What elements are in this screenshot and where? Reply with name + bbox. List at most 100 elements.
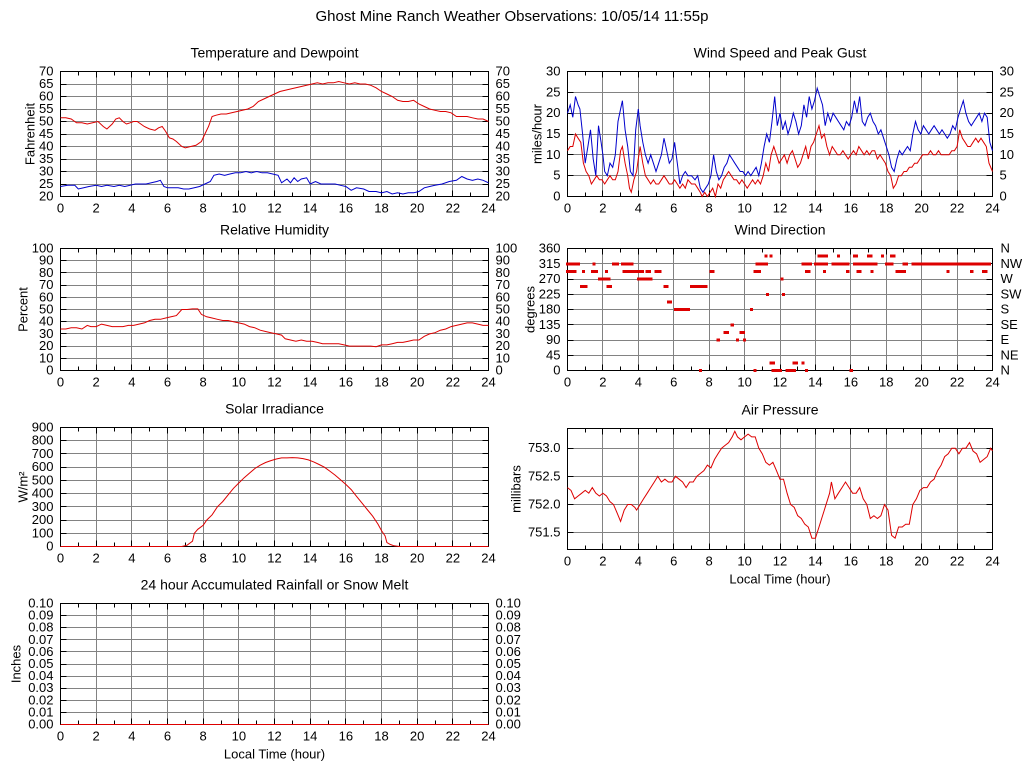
y-tick-label: 30: [39, 326, 53, 341]
x-tick-label: 2: [93, 201, 100, 216]
x-tick-label: 18: [374, 729, 388, 744]
tick-marks: [60, 248, 489, 371]
x-tick-label: 20: [410, 551, 424, 566]
x-tick-label: 14: [808, 375, 822, 390]
y-tick-label-right: 0.09: [496, 608, 521, 623]
grid: [567, 428, 993, 550]
y-tick-label-right: 40: [496, 139, 510, 154]
x-tick-label: 12: [267, 201, 281, 216]
x-tick-label: 8: [706, 375, 713, 390]
y-tick-label: 10: [39, 350, 53, 365]
x-tick-label: 8: [200, 729, 207, 744]
x-tick-label: 10: [737, 375, 751, 390]
y-tick-label: 40: [39, 314, 53, 329]
compass-label: NE: [1001, 347, 1019, 362]
x-axis: 0 2 4 6 8 10 12 14 16 18 20 22 24: [564, 201, 1000, 216]
y-tick-label: 30: [546, 64, 560, 79]
y-tick-label: 753.0: [528, 440, 561, 455]
x-tick-label: 8: [200, 201, 207, 216]
x-tick-label: 24: [985, 554, 999, 569]
y-tick-label: 60: [39, 289, 53, 304]
y-tick-label-right: 70: [496, 277, 510, 292]
y-tick-label: 0: [46, 539, 53, 554]
y-tick-label-right: 0.01: [496, 704, 521, 719]
y-tick-label: 700: [32, 446, 54, 461]
x-tick-label: 8: [706, 554, 713, 569]
y-tick-label: 35: [39, 151, 53, 166]
y-tick-label: 100: [32, 241, 54, 256]
x-tick-label: 2: [93, 551, 100, 566]
y-tick-label: 25: [546, 84, 560, 99]
x-tick-label: 4: [635, 554, 642, 569]
compass-label: N: [1001, 363, 1010, 378]
y-tick-label-right: 0.06: [496, 644, 521, 659]
x-tick-label: 10: [232, 375, 246, 390]
y-tick-label-right: 50: [496, 302, 510, 317]
chart-title: Relative Humidity: [220, 222, 329, 238]
x-tick-label: 20: [914, 201, 928, 216]
x-axis-title: Local Time (hour): [729, 572, 830, 587]
x-tick-label: 16: [339, 375, 353, 390]
x-tick-label: 22: [446, 729, 460, 744]
y-tick-label-right: 0: [496, 363, 503, 378]
y-tick-label: 752.5: [528, 468, 561, 483]
x-tick-label: 0: [57, 551, 64, 566]
x-tick-label: 12: [267, 729, 281, 744]
y-axis-title: degrees: [523, 286, 538, 333]
y-axis-title: W/m²: [16, 471, 31, 503]
x-tick-label: 16: [844, 201, 858, 216]
x-tick-label: 14: [303, 551, 317, 566]
tick-marks: [567, 428, 993, 550]
y-tick-label: 0.01: [28, 704, 53, 719]
y-tick-label: 0.00: [28, 717, 53, 732]
y-axis: 2025303540455055606570202530354045505560…: [23, 64, 510, 204]
x-tick-label: 6: [670, 201, 677, 216]
y-tick-label: 315: [539, 256, 561, 271]
x-tick-label: 16: [339, 551, 353, 566]
y-tick-label-right: 0: [1000, 189, 1007, 204]
x-tick-label: 10: [232, 729, 246, 744]
y-tick-label: 0.07: [28, 632, 53, 647]
y-tick-label-right: 10: [496, 350, 510, 365]
y-tick-label: 45: [39, 126, 53, 141]
y-tick-label: 50: [39, 114, 53, 129]
x-tick-label: 16: [339, 201, 353, 216]
x-tick-label: 22: [950, 201, 964, 216]
series-wind-direction: [566, 254, 991, 372]
grid: [60, 248, 489, 371]
grid: [60, 71, 489, 197]
x-tick-label: 16: [339, 729, 353, 744]
x-tick-label: 2: [599, 201, 606, 216]
y-axis-title: millibars: [509, 465, 524, 513]
y-tick-label: 600: [32, 459, 54, 474]
y-tick-label: 20: [546, 105, 560, 120]
y-tick-label-right: 0.10: [496, 596, 521, 611]
y-tick-label: 0: [553, 363, 560, 378]
y-axis: 0.000.010.020.030.040.050.060.070.080.09…: [9, 596, 521, 732]
series-dewpoint: [60, 170, 489, 195]
y-tick-label: 60: [39, 89, 53, 104]
y-tick-label: 5: [553, 168, 560, 183]
y-axis: 751.5 752.0 752.5 753.0 millibars: [509, 440, 561, 539]
x-tick-label: 14: [808, 554, 822, 569]
y-tick-label-right: 60: [496, 89, 510, 104]
grid: [567, 248, 993, 371]
y-tick-label-right: 60: [496, 289, 510, 304]
y-tick-label-right: 80: [496, 265, 510, 280]
series-temperature: [60, 80, 489, 149]
tick-marks: [60, 71, 489, 197]
x-axis: 0 2 4 6 8 10 12 14 16 18 20 22 24: [57, 201, 496, 216]
x-tick-label: 18: [879, 201, 893, 216]
grid: [60, 603, 489, 725]
x-tick-label: 2: [599, 375, 606, 390]
x-axis: 0 2 4 6 8 10 12 14 16 18 20 22 24: [564, 375, 1000, 390]
chart-title: Wind Speed and Peak Gust: [694, 45, 867, 61]
chart-title: Solar Irradiance: [225, 401, 324, 417]
x-tick-label: 14: [303, 729, 317, 744]
y-tick-label: 90: [546, 332, 560, 347]
y-tick-label-right: 15: [1000, 126, 1014, 141]
y-tick-label: 500: [32, 472, 54, 487]
